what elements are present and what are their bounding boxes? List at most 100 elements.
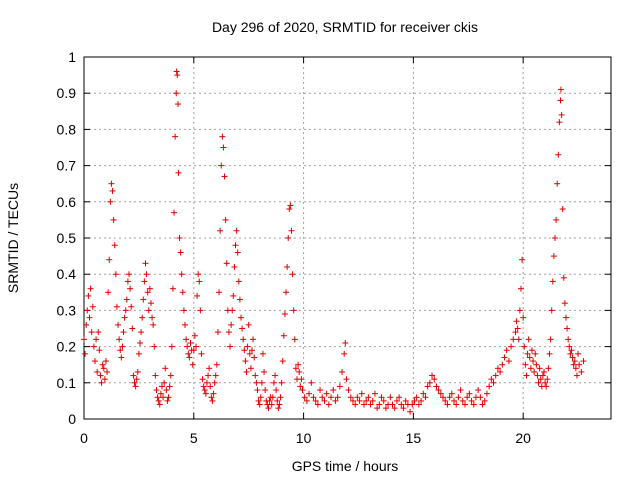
data-point	[140, 296, 147, 303]
data-point	[109, 187, 116, 194]
data-point	[286, 206, 293, 213]
data-point	[174, 72, 181, 79]
data-point	[548, 307, 555, 314]
data-point	[464, 394, 471, 401]
data-point	[321, 397, 328, 404]
data-point	[147, 300, 154, 307]
data-point	[218, 162, 225, 169]
data-point	[382, 405, 389, 412]
data-point	[272, 372, 279, 379]
data-point	[415, 401, 422, 408]
data-point	[153, 387, 160, 394]
data-point	[91, 358, 98, 365]
data-point	[244, 343, 251, 350]
data-point	[99, 361, 106, 368]
data-point	[232, 242, 239, 249]
y-tick-label: 0.1	[57, 375, 77, 391]
data-point	[168, 343, 175, 350]
data-point	[132, 383, 139, 390]
data-point	[560, 274, 567, 281]
data-point	[84, 307, 91, 314]
data-point	[141, 278, 148, 285]
data-point	[561, 300, 568, 307]
data-point	[544, 376, 551, 383]
data-point	[214, 329, 221, 336]
data-point	[116, 336, 123, 343]
data-point	[571, 358, 578, 365]
data-point	[565, 336, 572, 343]
data-point	[278, 379, 285, 386]
axis-ticks	[83, 56, 611, 420]
data-point	[470, 401, 477, 408]
data-point	[257, 394, 264, 401]
data-point	[255, 397, 262, 404]
data-point	[134, 368, 141, 375]
data-point	[298, 376, 305, 383]
data-point	[455, 394, 462, 401]
data-point	[297, 383, 304, 390]
data-point	[146, 285, 153, 292]
data-point	[284, 263, 291, 270]
data-point	[119, 343, 126, 350]
data-point	[179, 289, 186, 296]
data-point	[252, 372, 259, 379]
data-point	[213, 361, 220, 368]
data-point	[514, 325, 521, 332]
data-point	[553, 216, 560, 223]
data-point	[433, 383, 440, 390]
data-point	[113, 303, 120, 310]
data-point	[81, 336, 87, 343]
data-point	[437, 390, 444, 397]
data-point	[555, 151, 562, 158]
chart-title: Day 296 of 2020, SRMTID for receiver cki…	[212, 19, 478, 35]
data-point	[90, 343, 97, 350]
data-point	[152, 372, 159, 379]
data-point	[521, 343, 528, 350]
data-point	[222, 216, 229, 223]
data-point	[275, 405, 282, 412]
data-point	[167, 372, 174, 379]
data-point	[163, 387, 170, 394]
data-point	[162, 365, 169, 372]
data-point	[323, 390, 330, 397]
data-point	[199, 376, 206, 383]
grid	[84, 57, 611, 419]
data-point	[564, 325, 571, 332]
data-point	[508, 343, 515, 350]
data-point	[258, 379, 265, 386]
data-point	[129, 325, 136, 332]
data-point	[562, 314, 569, 321]
data-point	[380, 397, 387, 404]
data-point	[238, 314, 245, 321]
data-point	[233, 227, 240, 234]
data-point	[217, 227, 224, 234]
data-point	[468, 397, 475, 404]
data-point	[575, 350, 582, 357]
data-point	[303, 397, 310, 404]
data-point	[253, 379, 260, 386]
data-point	[288, 227, 295, 234]
data-point	[497, 368, 504, 375]
data-point	[126, 271, 133, 278]
data-point	[101, 376, 108, 383]
data-point	[567, 350, 574, 357]
data-point	[135, 350, 142, 357]
data-point	[166, 383, 173, 390]
data-point	[543, 383, 550, 390]
data-point	[448, 390, 455, 397]
data-point	[532, 350, 539, 357]
data-point	[198, 350, 205, 357]
data-point	[110, 216, 117, 223]
data-point	[189, 361, 196, 368]
data-point	[486, 383, 493, 390]
data-point	[490, 379, 497, 386]
x-axis-label: GPS time / hours	[292, 458, 399, 474]
data-point	[407, 408, 414, 415]
plot-frame	[83, 56, 612, 420]
data-point	[334, 394, 341, 401]
data-point	[503, 347, 510, 354]
data-point	[161, 379, 168, 386]
data-point	[547, 336, 554, 343]
data-point	[240, 336, 247, 343]
data-point	[339, 368, 346, 375]
